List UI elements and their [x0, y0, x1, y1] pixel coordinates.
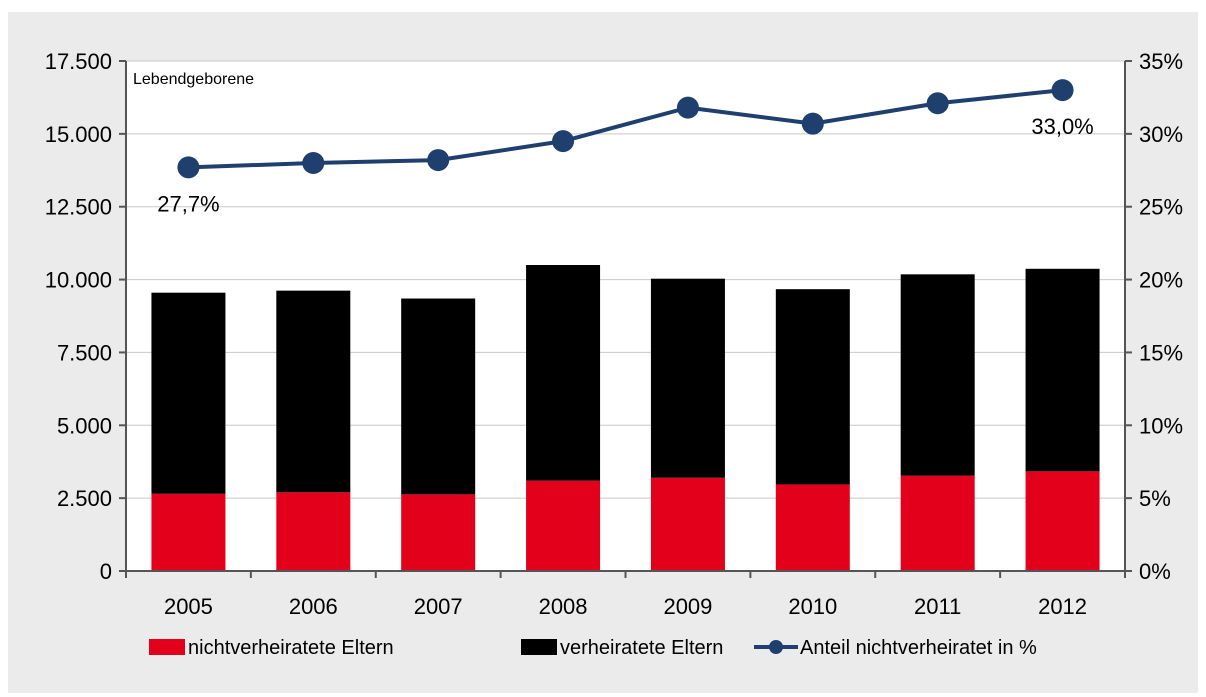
- bar-verheiratete-2010: [775, 289, 850, 485]
- bar-nichtverheiratete-2007: [401, 494, 476, 571]
- left-axis-tick-label: 12.500: [45, 195, 112, 220]
- line-point-2011: [926, 92, 949, 115]
- left-axis-tick-label: 15.000: [45, 122, 112, 147]
- line-point-2005: [177, 156, 200, 179]
- x-axis-tick-label: 2012: [1038, 594, 1087, 619]
- right-axis-tick-label: 30%: [1139, 122, 1183, 147]
- legend-label-verheiratete: verheiratete Eltern: [560, 637, 723, 659]
- legend-label-nichtverheiratete: nichtverheiratete Eltern: [188, 637, 394, 659]
- bar-verheiratete-2011: [900, 274, 975, 476]
- line-point-2006: [302, 152, 325, 174]
- legend-swatch-marker-anteil: [769, 640, 783, 654]
- data-label-2012: 33,0%: [1031, 114, 1093, 139]
- x-axis-tick-label: 2006: [289, 594, 338, 619]
- line-point-2009: [676, 96, 699, 119]
- axes: [119, 60, 1132, 578]
- right-axis-tick-label: 25%: [1139, 195, 1183, 220]
- x-axis-tick-label: 2011: [914, 594, 961, 619]
- left-axis-tick-label: 10.000: [45, 268, 112, 293]
- line-series: [177, 79, 1074, 179]
- bar-verheiratete-2012: [1025, 268, 1100, 472]
- line-anteil-path: [188, 88, 1063, 170]
- bar-verheiratete-2005: [151, 292, 226, 494]
- bar-nichtverheiratete-2009: [650, 477, 725, 571]
- left-axis-tick-label: 2.500: [57, 486, 112, 511]
- right-axis-tick-label: 10%: [1139, 413, 1183, 438]
- line-point-2010: [801, 112, 824, 135]
- left-axis-tick-label: 5.000: [57, 413, 112, 438]
- right-axis-tick-label: 15%: [1139, 340, 1183, 365]
- bar-verheiratete-2008: [526, 265, 601, 481]
- x-axis-tick-label: 2005: [164, 594, 213, 619]
- plot-area: [126, 61, 1125, 571]
- line-point-2012: [1051, 79, 1074, 102]
- right-axis-tick-label: 5%: [1139, 486, 1171, 511]
- x-axis-tick-label: 2007: [414, 594, 463, 619]
- left-axis-tick-label: 17.500: [45, 49, 112, 74]
- bar-nichtverheiratete-2008: [526, 480, 601, 571]
- bar-verheiratete-2009: [650, 278, 725, 478]
- annotations: 27,7% 33,0%: [157, 114, 1094, 216]
- legend-label-anteil: Anteil nichtverheiratet in %: [800, 637, 1037, 659]
- line-point-2007: [427, 149, 450, 172]
- tick-labels: 0 2.500 5.000 7.500 10.000 12.500 15.000 17.500…: [45, 49, 1183, 619]
- bar-verheiratete-2006: [276, 290, 351, 493]
- bar-nichtverheiratete-2010: [775, 484, 850, 571]
- x-axis-tick-label: 2009: [663, 594, 712, 619]
- left-axis-tick-label: 7.500: [57, 340, 112, 365]
- legend-swatch-nichtverheiratete: [149, 639, 185, 655]
- right-axis-tick-label: 35%: [1139, 49, 1183, 74]
- right-axis-tick-label: 0%: [1139, 559, 1171, 584]
- bar-nichtverheiratete-2005: [151, 493, 226, 571]
- data-label-2005: 27,7%: [157, 191, 219, 216]
- legend-swatch-verheiratete: [521, 639, 557, 655]
- x-axis-tick-label: 2008: [539, 594, 588, 619]
- left-axis-tick-label: 0: [100, 559, 112, 584]
- legend: nichtverheiratete Eltern verheiratete Elt…: [149, 637, 1037, 659]
- bars: [151, 265, 1100, 571]
- right-axis-tick-label: 20%: [1139, 268, 1183, 293]
- x-axis-tick-label: 2010: [788, 594, 837, 619]
- bar-nichtverheiratete-2011: [900, 475, 975, 571]
- bar-verheiratete-2007: [401, 298, 476, 495]
- unit-label: Lebendgeborene: [133, 71, 254, 88]
- bar-nichtverheiratete-2006: [276, 492, 351, 571]
- bar-nichtverheiratete-2012: [1025, 471, 1100, 571]
- line-point-2008: [552, 130, 575, 153]
